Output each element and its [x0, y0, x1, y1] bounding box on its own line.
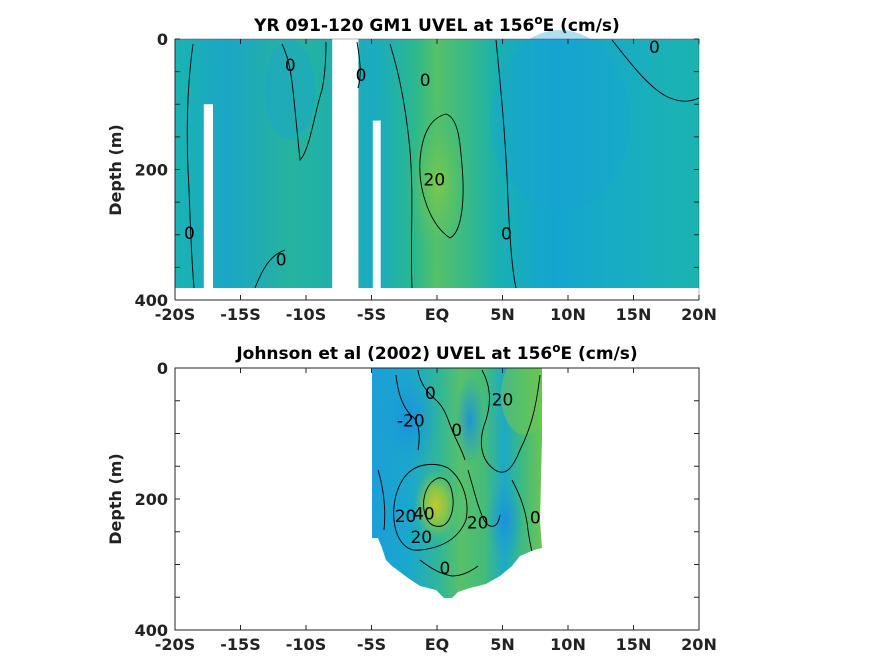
contour-label: 0 [649, 38, 660, 58]
gm1-contour-twenty [419, 113, 464, 239]
contour-label: 20 [467, 514, 489, 534]
panel-gm1-field [175, 30, 699, 288]
land-mask [203, 104, 213, 299]
johnson-contour-twenty-east [467, 469, 501, 527]
x-tick-label: 20N [681, 635, 717, 654]
contour-label: 0 [530, 508, 541, 528]
contour-label: 20 [492, 390, 514, 410]
panel-johnson: Johnson et al (2002) UVEL at 156oE (cm/s… [106, 341, 717, 654]
johnson-blue-patch [380, 370, 440, 470]
johnson-blue-patch-2 [455, 375, 485, 465]
y-tick-label: 200 [135, 490, 168, 509]
x-tick-label: 5N [490, 635, 515, 654]
x-tick-label: 10N [550, 305, 586, 324]
gm1-contour-zero-north [611, 39, 700, 102]
gm1-contour-zero-west [281, 41, 327, 161]
gm1-undercurrent-core [404, 105, 472, 265]
x-tick-label: -20S [155, 305, 195, 324]
contour-label: 20 [395, 507, 417, 527]
x-tick-label: -10S [286, 635, 326, 654]
contour-label: 0 [356, 66, 367, 86]
gm1-contour-zero-deep [254, 249, 286, 289]
x-tick-label: -5S [357, 635, 386, 654]
gm1-contour-zero-west2 [186, 43, 195, 289]
y-tick-label: 0 [157, 30, 168, 49]
contour-label: -20 [397, 411, 425, 431]
x-tick-label: -20S [155, 635, 195, 654]
x-tick-label: -15S [220, 305, 260, 324]
x-tick-label: 5N [490, 305, 515, 324]
y-tick-label: 400 [135, 291, 168, 310]
x-tick-label: 20N [681, 305, 717, 324]
panel-gm1-contour-labels: 0 0 0 20 0 0 0 0 [184, 38, 660, 271]
johnson-contour-neg20 [395, 374, 420, 451]
x-tick-label: -15S [220, 635, 260, 654]
johnson-contour-forty [423, 477, 454, 527]
contour-label: 20 [410, 528, 432, 548]
gm1-contour-zero-eq-east [495, 39, 517, 289]
x-tick-label: 15N [616, 635, 652, 654]
contour-label: 0 [501, 224, 512, 244]
panel-johnson-contours [377, 369, 541, 577]
panel-gm1-contours [186, 39, 700, 289]
contour-label: 0 [276, 251, 287, 271]
gm1-contour-zero-mid [356, 41, 361, 89]
panel-johnson-ylabel: Depth (m) [106, 453, 125, 545]
johnson-contour-twenty-mid [393, 463, 468, 551]
y-tick-label: 200 [135, 161, 168, 180]
x-tick-label: 15N [616, 305, 652, 324]
contour-label: 20 [424, 170, 446, 190]
johnson-contour-twenty-top [480, 369, 541, 473]
contour-label: 0 [451, 421, 462, 441]
johnson-blue-patch-3 [487, 480, 523, 560]
contour-label: 0 [439, 559, 450, 579]
panel-johnson-title: Johnson et al (2002) UVEL at 156oE (cm/s… [235, 341, 637, 364]
x-tick-label: -10S [286, 305, 326, 324]
contour-label: 40 [413, 504, 435, 524]
gm1-westward-patch [490, 30, 630, 210]
land-mask [332, 39, 359, 299]
contour-label: 0 [420, 71, 431, 91]
x-tick-label: EQ [425, 305, 450, 324]
x-tick-label: EQ [425, 635, 450, 654]
contour-label: 0 [184, 224, 195, 244]
johnson-contour-zero-deep [419, 559, 479, 577]
johnson-contour-zero-a [417, 369, 466, 461]
contour-label: 0 [285, 56, 296, 76]
land-mask [372, 120, 381, 299]
johnson-contour-zero-west [377, 469, 386, 531]
panel-gm1-ylabel: Depth (m) [106, 124, 125, 216]
panel-gm1-title: YR 091-120 GM1 UVEL at 156oE (cm/s) [253, 13, 620, 36]
gm1-west-patch [265, 40, 315, 140]
johnson-green-east [501, 368, 542, 435]
gm1-contour-zero-eq-west [389, 43, 413, 289]
x-tick-label: -5S [357, 305, 386, 324]
y-tick-label: 0 [157, 359, 168, 378]
contour-label: 0 [425, 384, 436, 404]
x-tick-label: 10N [550, 635, 586, 654]
panel-gm1: YR 091-120 GM1 UVEL at 156oE (cm/s) 0 0 0 2… [106, 13, 717, 324]
y-tick-label: 400 [135, 621, 168, 640]
